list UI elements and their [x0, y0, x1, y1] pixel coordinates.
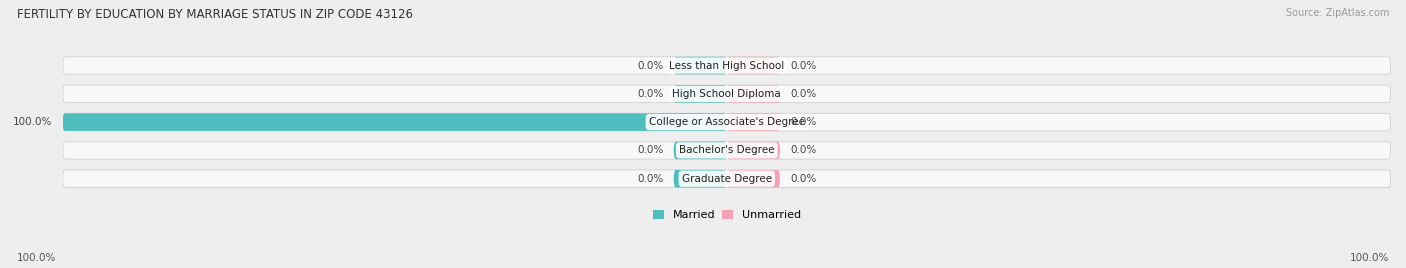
FancyBboxPatch shape: [727, 142, 780, 159]
FancyBboxPatch shape: [673, 85, 727, 103]
Text: 100.0%: 100.0%: [13, 117, 52, 127]
Text: College or Associate's Degree: College or Associate's Degree: [648, 117, 804, 127]
FancyBboxPatch shape: [727, 85, 780, 103]
Text: 0.0%: 0.0%: [790, 89, 815, 99]
FancyBboxPatch shape: [673, 142, 727, 159]
Text: 0.0%: 0.0%: [637, 146, 664, 155]
Text: 0.0%: 0.0%: [637, 174, 664, 184]
FancyBboxPatch shape: [62, 85, 1391, 103]
Text: High School Diploma: High School Diploma: [672, 89, 782, 99]
Text: Less than High School: Less than High School: [669, 61, 785, 70]
FancyBboxPatch shape: [62, 142, 1391, 159]
FancyBboxPatch shape: [673, 57, 727, 74]
Text: 0.0%: 0.0%: [790, 174, 815, 184]
FancyBboxPatch shape: [727, 113, 780, 131]
Text: Bachelor's Degree: Bachelor's Degree: [679, 146, 775, 155]
FancyBboxPatch shape: [727, 170, 780, 187]
FancyBboxPatch shape: [673, 170, 727, 187]
FancyBboxPatch shape: [62, 57, 1391, 74]
Text: FERTILITY BY EDUCATION BY MARRIAGE STATUS IN ZIP CODE 43126: FERTILITY BY EDUCATION BY MARRIAGE STATU…: [17, 8, 413, 21]
Text: 100.0%: 100.0%: [17, 253, 56, 263]
Legend: Married, Unmarried: Married, Unmarried: [648, 205, 806, 225]
Text: Source: ZipAtlas.com: Source: ZipAtlas.com: [1285, 8, 1389, 18]
Text: 0.0%: 0.0%: [790, 61, 815, 70]
Text: 100.0%: 100.0%: [1350, 253, 1389, 263]
FancyBboxPatch shape: [62, 170, 1391, 187]
Text: 0.0%: 0.0%: [790, 146, 815, 155]
FancyBboxPatch shape: [727, 57, 780, 74]
Text: Graduate Degree: Graduate Degree: [682, 174, 772, 184]
Text: 0.0%: 0.0%: [790, 117, 815, 127]
Text: 0.0%: 0.0%: [637, 89, 664, 99]
FancyBboxPatch shape: [62, 113, 1391, 131]
FancyBboxPatch shape: [62, 113, 727, 131]
Text: 0.0%: 0.0%: [637, 61, 664, 70]
